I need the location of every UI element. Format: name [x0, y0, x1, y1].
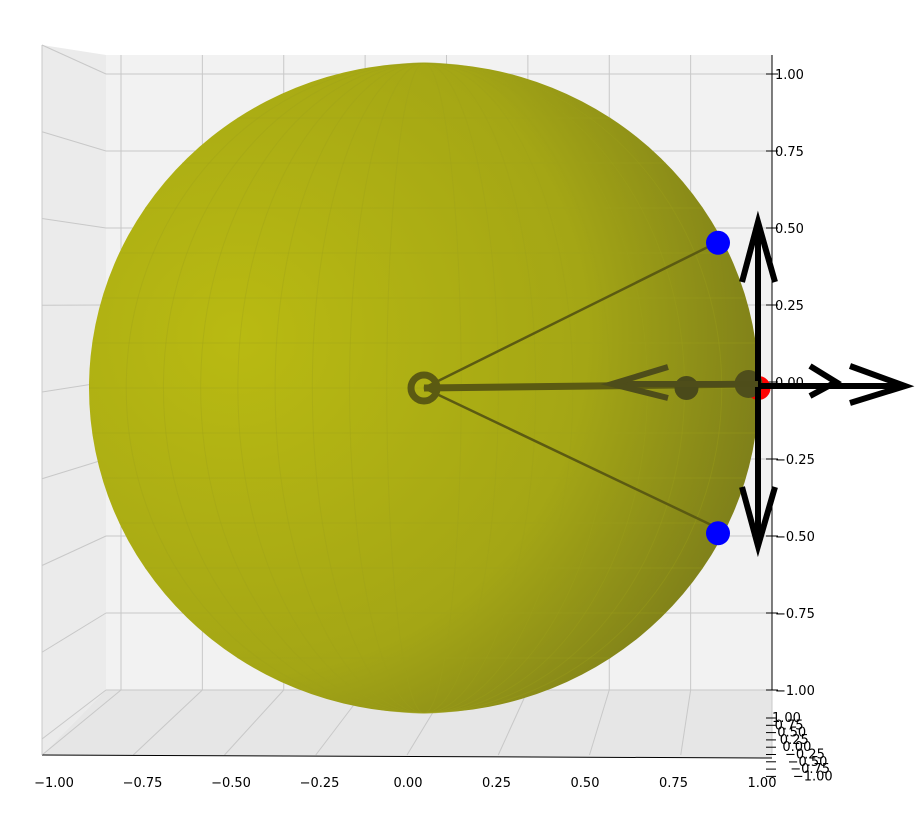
vectors [600, 210, 915, 558]
x-tick-label: −0.50 [211, 776, 251, 791]
z-tick-label: −0.75 [775, 607, 815, 622]
y-tick-label: 0.00 [782, 740, 811, 755]
floor-grid-x [132, 689, 203, 756]
y-tick-label: 0.75 [775, 718, 804, 733]
y-tick-label: 0.50 [777, 726, 806, 741]
x-tick-label: 0.75 [659, 776, 688, 791]
y-tick-label: −0.25 [785, 748, 825, 763]
floor-grid-x [589, 689, 610, 756]
x-tick-label: 0.25 [482, 776, 511, 791]
y-tick-label: −1.00 [793, 769, 833, 784]
left-grid-z [41, 535, 107, 566]
left-grid-z [41, 689, 107, 740]
vector-up-head [739, 210, 778, 283]
z-tick-label: −0.50 [775, 530, 815, 545]
z-tick-label: 1.00 [775, 68, 804, 83]
left-grid-z [41, 44, 107, 75]
ray-upper [423, 238, 723, 390]
x-tick-label: 0.00 [394, 776, 423, 791]
vector-right-long-head [848, 363, 915, 406]
tick-labels: −1.00 −0.75 −0.50 −0.25 0.00 0.25 0.50 0.75 1.00… [34, 68, 833, 791]
x-tick-label: −1.00 [34, 776, 74, 791]
floor-grid-x [41, 689, 122, 756]
z-tick-label: 0.75 [775, 145, 804, 160]
vector-down-head [739, 486, 778, 558]
x-axis-line [41, 754, 773, 759]
y-tick-label: −0.50 [788, 755, 828, 770]
data-point [674, 376, 699, 400]
vector-left [600, 364, 758, 401]
x-tick-label: −0.75 [123, 776, 163, 791]
z-tick-label: −1.00 [775, 684, 815, 699]
vector-right-short-head [808, 363, 843, 399]
x-tick-label: 1.00 [748, 776, 777, 791]
axis-lines [41, 45, 778, 777]
z-tick-label: 0.25 [775, 299, 804, 314]
left-grid-z [41, 218, 107, 229]
y-tick-label: 0.25 [780, 733, 809, 748]
z-tick-label: −0.25 [775, 453, 815, 468]
left-grid-z [41, 458, 107, 480]
origin-marker [407, 371, 441, 405]
floor-grid-x [497, 689, 529, 756]
data-point [706, 230, 730, 255]
ray-lower [423, 386, 727, 534]
z-tick-label: 0.50 [775, 222, 804, 237]
x-tick-label: −0.25 [300, 776, 340, 791]
floor-pane [42, 690, 772, 758]
meridian [125, 62, 723, 714]
x-tick-label: 0.50 [571, 776, 600, 791]
floor-grid-x [224, 689, 285, 756]
data-point [706, 521, 730, 546]
floor-grid-x [680, 689, 692, 756]
left-grid-z [41, 131, 107, 152]
z-tick-label: 0.00 [775, 376, 804, 391]
y-tick-label: −0.75 [790, 762, 830, 777]
y-tick-label: 1.00 [772, 711, 801, 726]
left-pane [42, 45, 106, 755]
left-grid-z [41, 612, 107, 653]
